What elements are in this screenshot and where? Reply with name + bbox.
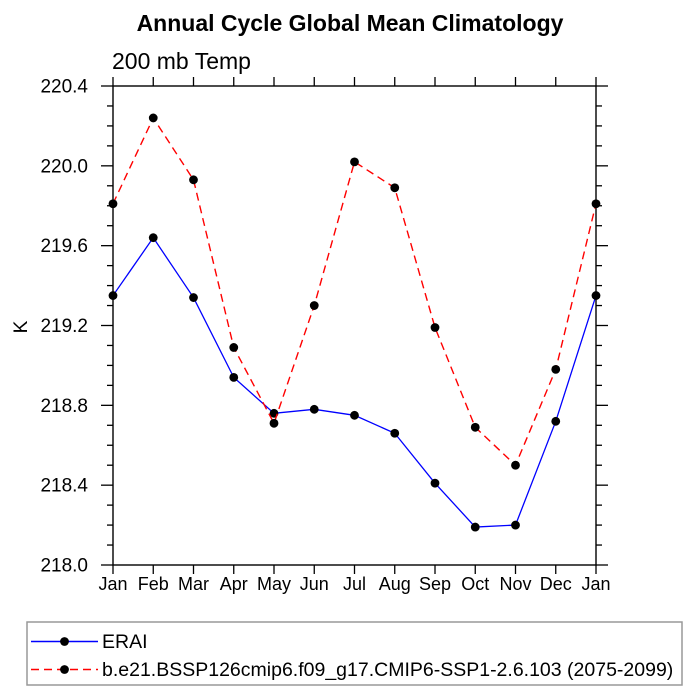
y-tick-label: 218.4: [40, 476, 88, 497]
data-point-marker: [309, 404, 319, 414]
chart-title: Annual Cycle Global Mean Climatology: [137, 10, 564, 36]
data-point-marker: [591, 291, 601, 300]
legend-line-samples: [31, 637, 98, 674]
data-point-marker: [551, 365, 561, 374]
y-tick-label: 220.4: [40, 77, 88, 98]
y-tick-label: 220.0: [40, 156, 88, 177]
legend: ERAI b.e21.BSSP126cmip6.f09_g17.CMIP6-SS…: [26, 621, 683, 686]
data-point-marker: [350, 157, 359, 167]
data-point-marker: [108, 291, 118, 300]
x-tick-label: Jun: [300, 574, 329, 594]
x-tick-label: Jan: [581, 574, 610, 594]
legend-marker-1: [60, 665, 69, 674]
axis-ticks: [101, 77, 608, 574]
data-point-marker: [390, 428, 400, 438]
y-tick-label: 219.6: [40, 236, 88, 257]
x-tick-label: Jul: [343, 574, 366, 594]
data-point-marker: [430, 478, 440, 488]
data-point-marker: [511, 520, 520, 530]
legend-box: [26, 621, 683, 686]
data-point-marker: [148, 113, 158, 123]
x-tick-labels: Jan Feb Mar Apr May Jun Jul Aug Sep Oct Nov Dec Jan: [98, 574, 610, 594]
chart-subtitle: 200 mb Temp: [112, 48, 251, 74]
data-point-marker: [108, 199, 118, 209]
data-point-marker: [551, 416, 561, 426]
data-point-marker: [470, 522, 480, 532]
legend-label-erai: ERAI: [102, 631, 148, 653]
data-point-marker: [470, 422, 480, 432]
x-tick-label: Oct: [461, 574, 489, 594]
series-plot-area: [108, 113, 601, 532]
x-tick-label: Apr: [220, 574, 248, 594]
x-tick-label: Jan: [98, 574, 127, 594]
data-point-marker: [229, 343, 239, 352]
data-point-marker: [591, 199, 601, 209]
legend-marker-0: [60, 637, 69, 646]
data-point-marker: [350, 410, 359, 420]
data-point-marker: [269, 418, 279, 428]
x-tick-label: Sep: [419, 574, 451, 594]
y-tick-label: 218.0: [40, 556, 88, 577]
y-tick-labels: 218.0 218.4 218.8 219.2 219.6 220.0 220.4: [40, 77, 88, 577]
y-axis-label: K: [11, 320, 32, 333]
x-tick-label: Nov: [499, 574, 531, 594]
plot-frame: [112, 85, 597, 566]
x-tick-label: May: [257, 574, 291, 594]
data-point-marker: [148, 233, 158, 243]
data-point-marker: [430, 323, 440, 332]
series-line-0: [112, 236, 597, 528]
y-tick-label: 219.2: [40, 316, 88, 337]
data-point-marker: [511, 460, 520, 470]
x-tick-label: Mar: [178, 574, 209, 594]
data-point-marker: [390, 183, 400, 193]
data-point-marker: [189, 293, 198, 302]
y-tick-label: 218.8: [40, 396, 88, 417]
x-tick-label: Aug: [379, 574, 411, 594]
x-tick-label: Dec: [540, 574, 572, 594]
data-point-marker: [309, 301, 319, 310]
data-point-marker: [229, 372, 239, 382]
x-tick-label: Feb: [138, 574, 169, 594]
legend-label-model: b.e21.BSSP126cmip6.f09_g17.CMIP6-SSP1-2.…: [102, 659, 673, 681]
data-point-marker: [189, 175, 198, 185]
